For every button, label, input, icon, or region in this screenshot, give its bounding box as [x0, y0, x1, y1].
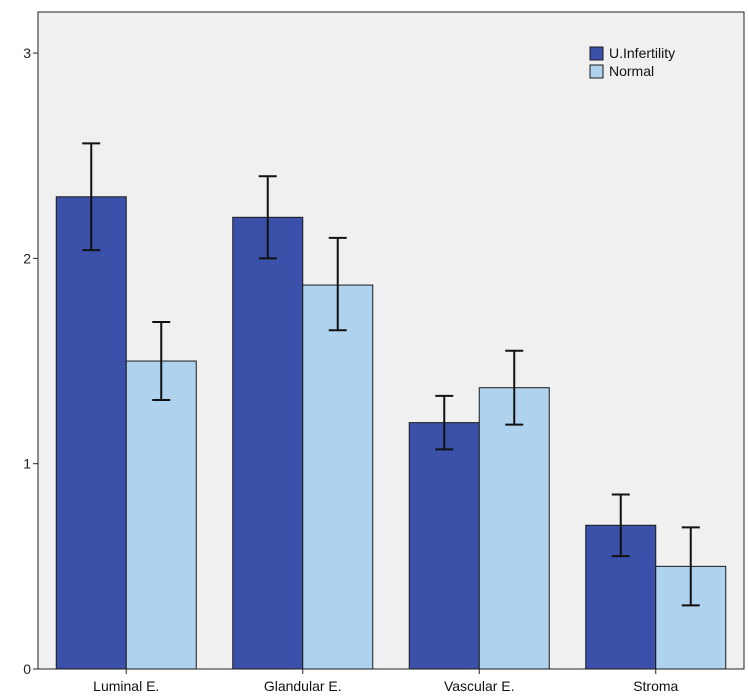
legend-swatch: [589, 46, 604, 61]
x-tick-label: Stroma: [633, 678, 678, 694]
legend: U.Infertility Normal: [589, 45, 675, 79]
bar-u-infertility: [55, 196, 127, 670]
bar-normal: [125, 360, 197, 670]
y-tick-label: 1: [23, 456, 31, 472]
x-tick-label: Vascular E.: [444, 678, 515, 694]
bar-u-infertility: [232, 216, 304, 670]
x-axis: Luminal E. Glandular E. Vascular E. Stroma: [93, 669, 679, 694]
legend-label: U.Infertility: [609, 45, 675, 61]
y-tick-label: 0: [23, 661, 31, 677]
bars-group: [55, 196, 727, 670]
legend-label: Normal: [609, 63, 654, 79]
y-tick-label: 3: [23, 45, 31, 61]
x-tick-label: Glandular E.: [264, 678, 342, 694]
y-axis: 0 1 2 3: [23, 45, 38, 677]
bar-normal: [302, 284, 374, 670]
bar-u-infertility: [408, 422, 480, 670]
bar-normal: [478, 387, 550, 670]
x-tick-label: Luminal E.: [93, 678, 159, 694]
y-tick-label: 2: [23, 250, 31, 266]
bar-normal: [655, 565, 727, 670]
legend-swatch: [589, 64, 604, 79]
error-bars-group: [82, 142, 700, 607]
